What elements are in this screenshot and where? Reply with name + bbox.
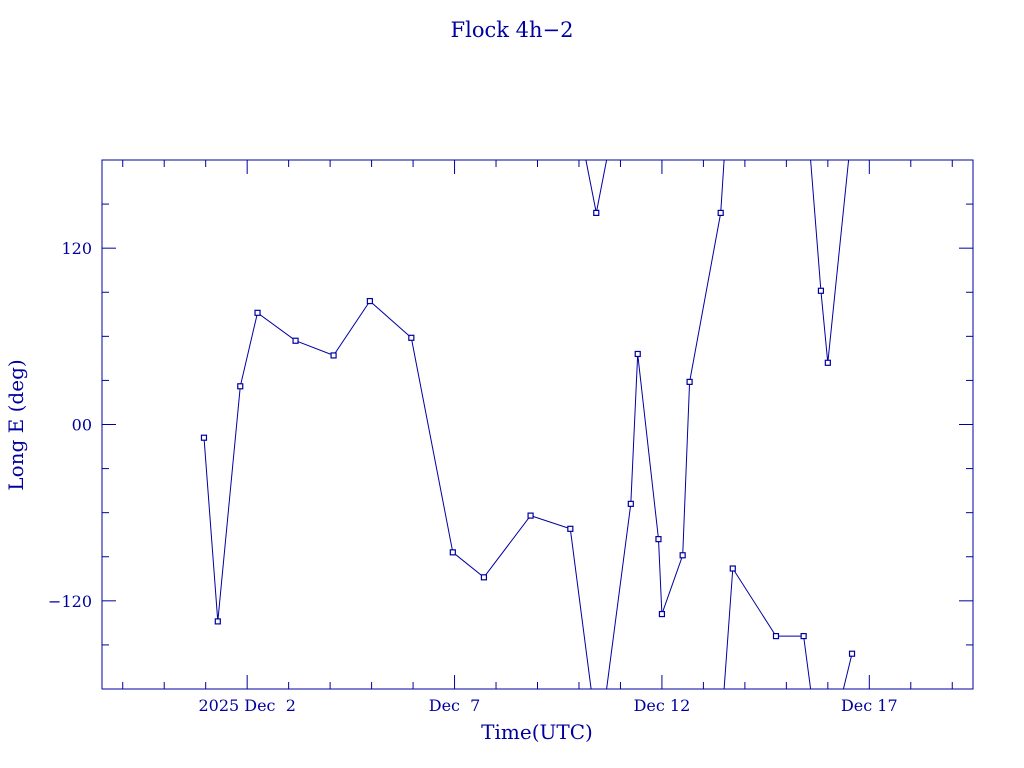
data-point [824, 359, 831, 366]
data-point [679, 552, 686, 559]
x-tick-label: Dec 12 [634, 696, 691, 715]
data-point [634, 350, 641, 358]
data-point [655, 536, 662, 543]
data-point [848, 650, 856, 657]
series-line [723, 566, 812, 690]
y-tick-label: 120 [61, 239, 92, 258]
data-point [214, 618, 221, 625]
data-point [237, 383, 244, 390]
data-point [527, 512, 534, 519]
data-point [593, 209, 600, 216]
tick-labels: 2025 Dec 2 Dec 7 Dec 12 Dec 17 120 00 −120 [48, 239, 898, 715]
series-lines [203, 159, 853, 690]
data-point [729, 565, 736, 572]
data-point [800, 632, 807, 640]
series-line [606, 159, 725, 690]
data-point [200, 434, 208, 441]
axis-ticks [102, 160, 973, 689]
data-point [408, 334, 415, 341]
data-point [292, 337, 299, 344]
y-tick-label: 00 [72, 416, 92, 435]
data-point [717, 209, 724, 216]
data-point [330, 352, 337, 359]
x-tick-label: Dec 7 [429, 696, 481, 715]
data-point [817, 287, 825, 294]
chart-title: Flock 4h−2 [451, 18, 574, 42]
data-point [772, 632, 780, 640]
data-point [686, 378, 693, 385]
y-tick-label: −120 [48, 592, 92, 611]
x-axis-title: Time(UTC) [481, 720, 593, 744]
series-line [842, 653, 853, 690]
series-line [585, 159, 608, 213]
data-point [480, 574, 488, 581]
data-point [627, 500, 634, 507]
data-point [254, 309, 261, 316]
data-markers [200, 209, 856, 657]
plot-frame [101, 159, 974, 690]
data-point [449, 549, 456, 556]
data-point [366, 297, 373, 305]
data-point [658, 610, 666, 618]
x-tick-label: 2025 Dec 2 [198, 696, 295, 715]
series-line [203, 300, 592, 690]
x-tick-label: Dec 17 [841, 696, 898, 715]
data-point [567, 525, 574, 532]
series-line [810, 159, 850, 363]
y-axis-title: Long E (deg) [4, 359, 28, 490]
